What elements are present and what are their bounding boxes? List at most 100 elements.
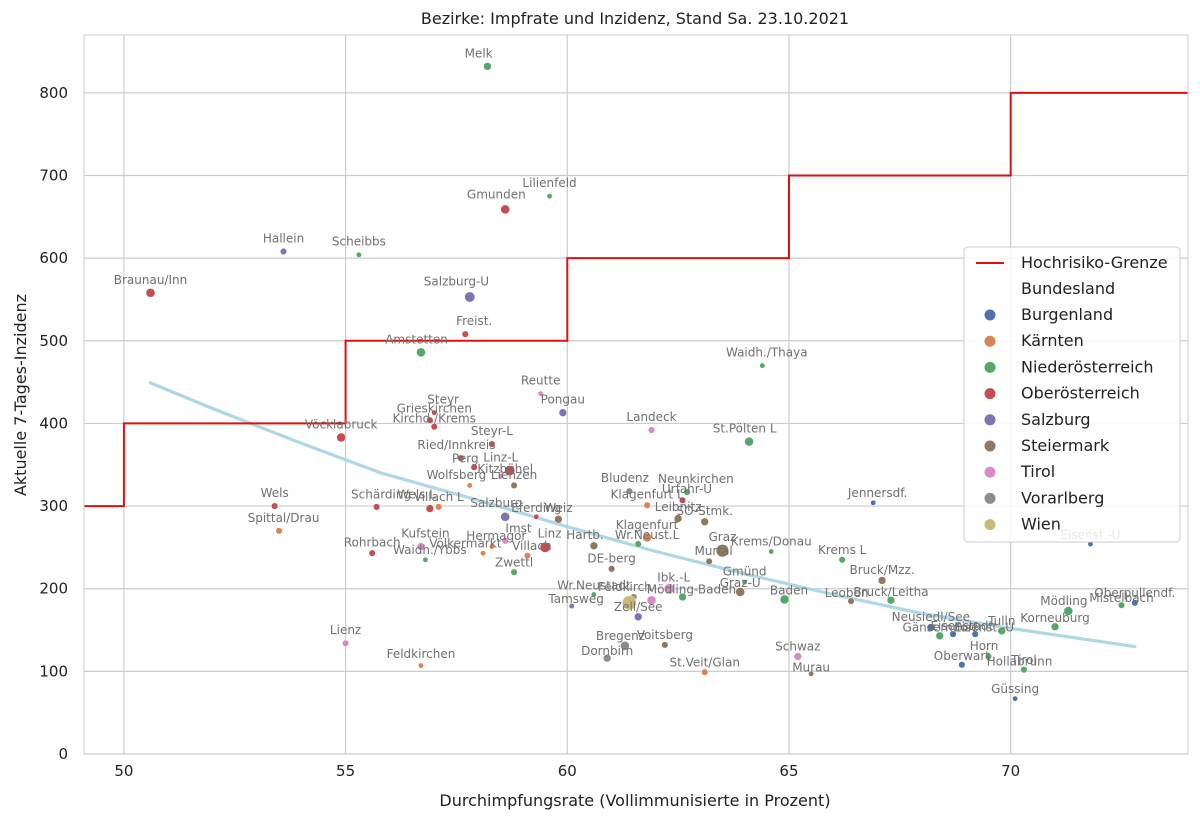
point-label: Bruck/Leitha — [853, 585, 928, 599]
legend-item-label: Oberösterreich — [1021, 384, 1140, 403]
data-point — [418, 662, 424, 669]
point-label: Ibk.-L — [657, 570, 690, 584]
data-point — [997, 626, 1006, 636]
data-point — [646, 595, 657, 606]
point-label: Wolfsberg — [427, 468, 487, 482]
hochrisiko-grenze-line — [84, 91, 1188, 508]
y-tick-label: 400 — [39, 414, 68, 432]
point-label: Spittal/Drau — [248, 511, 320, 525]
point-label: Murtal — [694, 544, 732, 558]
data-point — [663, 583, 675, 595]
data-point — [741, 579, 748, 586]
x-tick-label: 70 — [1001, 762, 1020, 780]
point-label: Weiz — [544, 501, 572, 515]
data-point — [1131, 599, 1139, 607]
point-label: Hermagor — [466, 529, 526, 543]
y-tick-label: 600 — [39, 249, 68, 267]
data-point — [1063, 606, 1074, 616]
data-point — [537, 390, 544, 397]
point-label: Hollabrunn — [987, 655, 1053, 669]
point-label: Gmunden — [467, 188, 526, 202]
data-point — [678, 592, 687, 602]
data-point — [886, 596, 896, 605]
point-label: Mödling-Baden — [647, 583, 736, 597]
point-label: Hallein — [263, 231, 304, 245]
point-label: Waidh./Ybbs — [393, 543, 467, 557]
point-label: Baden — [770, 583, 808, 597]
y-axis-label: Aktuelle 7-Tages-Inzidenz — [11, 294, 30, 496]
point-label: Graz — [709, 530, 737, 544]
point-label: Bruck/Mzz. — [850, 563, 915, 577]
data-point — [568, 603, 575, 609]
y-tick-label: 800 — [39, 84, 68, 102]
data-point — [971, 630, 979, 638]
point-label: Bludenz — [601, 471, 649, 485]
data-point — [457, 454, 465, 462]
legend-marker — [984, 361, 996, 373]
point-label: Mödling — [1040, 594, 1087, 608]
data-point — [523, 552, 531, 560]
point-label: Krems L — [818, 543, 867, 557]
data-point — [622, 595, 637, 611]
data-point — [510, 568, 518, 576]
data-point — [480, 550, 486, 557]
data-point — [679, 496, 687, 504]
data-point — [510, 481, 518, 489]
data-point — [838, 556, 846, 564]
point-label: Kitzbühel — [477, 462, 533, 476]
data-point — [779, 594, 790, 605]
data-point — [870, 499, 877, 506]
data-point — [625, 487, 633, 495]
data-point — [793, 652, 802, 661]
data-point — [558, 408, 567, 417]
y-tick-label: 500 — [39, 332, 68, 350]
data-point — [501, 537, 509, 545]
data-point — [589, 541, 599, 550]
data-point — [500, 512, 510, 522]
point-label: Villach L — [414, 490, 464, 504]
point-label: Freist. — [456, 314, 492, 328]
x-axis-label: Durchimpfungsrate (Vollimmunisierte in P… — [439, 791, 830, 810]
point-label: Zwettl — [495, 555, 533, 569]
data-point — [145, 288, 156, 298]
data-point — [642, 532, 652, 543]
point-label: Güssing — [991, 682, 1039, 696]
data-point — [355, 251, 362, 258]
legend-item-label: Tirol — [1020, 462, 1055, 481]
data-point — [422, 556, 429, 563]
point-label: Gmünd — [723, 564, 767, 578]
point-label: Linz-L — [483, 450, 518, 464]
data-point — [735, 587, 745, 597]
legend-item-label: Wien — [1021, 515, 1061, 534]
point-label: Schwaz — [775, 640, 820, 654]
point-label: Zell/See — [614, 600, 663, 614]
data-point — [700, 517, 709, 526]
data-point — [461, 330, 469, 338]
data-point — [431, 409, 438, 416]
chart-title: Bezirke: Impfrate und Inzidenz, Stand Sa… — [421, 9, 849, 28]
data-point — [554, 515, 563, 524]
point-label: Lienz — [330, 623, 361, 637]
point-label: Rohrbach — [344, 536, 401, 550]
data-point — [497, 473, 504, 480]
data-point — [464, 291, 476, 303]
x-tick-label: 60 — [558, 762, 577, 780]
point-label: Salzburg-U — [424, 274, 489, 288]
legend-marker — [984, 414, 996, 426]
trend-layer — [148, 381, 1137, 649]
point-label: Klagenfurt — [616, 518, 679, 532]
point-label: Korneuburg — [1020, 611, 1090, 625]
point-label: Oberwart — [934, 649, 990, 663]
x-tick-label: 50 — [114, 762, 133, 780]
point-label: Eisenstadt — [930, 619, 993, 633]
data-point — [683, 488, 691, 496]
data-point — [634, 540, 642, 548]
data-point — [533, 513, 540, 520]
data-point — [673, 514, 683, 523]
point-label: Pongau — [541, 393, 585, 407]
data-point — [958, 661, 966, 669]
legend-marker — [984, 335, 996, 347]
y-tick-label: 300 — [39, 497, 68, 515]
